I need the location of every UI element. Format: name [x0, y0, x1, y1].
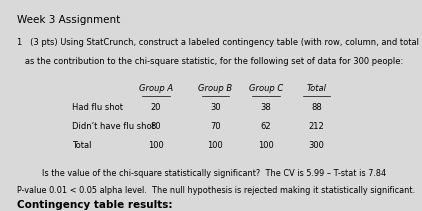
- Text: Group C: Group C: [249, 84, 283, 93]
- Text: Contingency table results:: Contingency table results:: [17, 200, 172, 210]
- Text: as the contribution to the chi-square statistic, for the following set of data f: as the contribution to the chi-square st…: [17, 57, 403, 66]
- Text: Is the value of the chi-square statistically significant?  The CV is 5.99 – T-st: Is the value of the chi-square statistic…: [42, 169, 387, 178]
- Text: 70: 70: [210, 122, 221, 131]
- Text: 20: 20: [151, 103, 161, 112]
- Text: Group B: Group B: [198, 84, 232, 93]
- Text: 38: 38: [260, 103, 271, 112]
- Text: 62: 62: [260, 122, 271, 131]
- Text: Total: Total: [306, 84, 327, 93]
- Text: 100: 100: [207, 141, 223, 150]
- Text: 212: 212: [308, 122, 325, 131]
- Text: Had flu shot: Had flu shot: [72, 103, 123, 112]
- Text: 80: 80: [151, 122, 162, 131]
- Text: Week 3 Assignment: Week 3 Assignment: [17, 15, 120, 25]
- Text: Group A: Group A: [139, 84, 173, 93]
- Text: 88: 88: [311, 103, 322, 112]
- Text: Total: Total: [72, 141, 91, 150]
- Text: 300: 300: [308, 141, 325, 150]
- Text: P-value 0.01 < 0.05 alpha level.  The null hypothesis is rejected making it stat: P-value 0.01 < 0.05 alpha level. The nul…: [17, 186, 415, 195]
- Text: 100: 100: [258, 141, 274, 150]
- Text: Didn’t have flu shot: Didn’t have flu shot: [72, 122, 154, 131]
- Text: 1   (3 pts) Using StatCrunch, construct a labeled contingency table (with row, c: 1 (3 pts) Using StatCrunch, construct a …: [17, 38, 422, 47]
- Text: 100: 100: [148, 141, 164, 150]
- Text: 30: 30: [210, 103, 221, 112]
